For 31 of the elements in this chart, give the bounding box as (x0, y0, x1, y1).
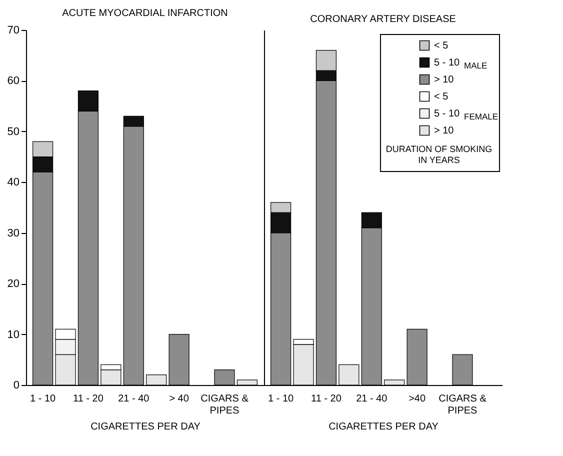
x-tick-label: CIGARS & PIPES (200, 394, 249, 416)
annotation: MALE (464, 60, 488, 70)
legend-label: > 10 (434, 74, 454, 86)
text: 5 - 10 (434, 58, 460, 68)
annotation: FEMALE (464, 112, 498, 122)
chart-title: CORONARY ARTERY DISEASE (310, 14, 456, 25)
x-axis-title: CIGARETTES PER DAY (90, 422, 201, 432)
text: > 10 (434, 126, 454, 136)
y-tick-label: 40 (7, 176, 20, 189)
x-tick-label: 1 - 10 (268, 394, 294, 404)
y-tick-label: 0 (13, 380, 20, 392)
x-tick-label: 21 - 40 (118, 394, 150, 404)
legend-label: 5 - 10 (434, 108, 460, 120)
text: < 5 (434, 92, 448, 102)
x-tick-label: >40 (408, 394, 426, 404)
chart-title: ACUTE MYOCARDIAL INFARCTION (62, 8, 228, 19)
x-tick-label: 11 - 20 (311, 394, 342, 404)
y-tick-label: 60 (7, 75, 20, 88)
x-tick-label: 21 - 40 (356, 394, 388, 404)
y-tick-label: 10 (7, 328, 20, 341)
x-tick-label: CIGARS & PIPES (438, 394, 487, 416)
y-tick-label: 30 (7, 227, 20, 240)
x-tick-label: 1 - 10 (30, 394, 56, 404)
x-tick-label: 11 - 20 (73, 394, 104, 404)
y-tick-label: 70 (7, 24, 20, 36)
legend-title: DURATION OF SMOKING IN YEARS (386, 144, 492, 165)
x-tick-label: > 40 (169, 394, 190, 404)
y-tick-label: 20 (7, 278, 20, 290)
x-axis-title: CIGARETTES PER DAY (328, 422, 439, 432)
legend-label: < 5 (434, 40, 449, 52)
y-tick-label: 50 (7, 126, 20, 138)
